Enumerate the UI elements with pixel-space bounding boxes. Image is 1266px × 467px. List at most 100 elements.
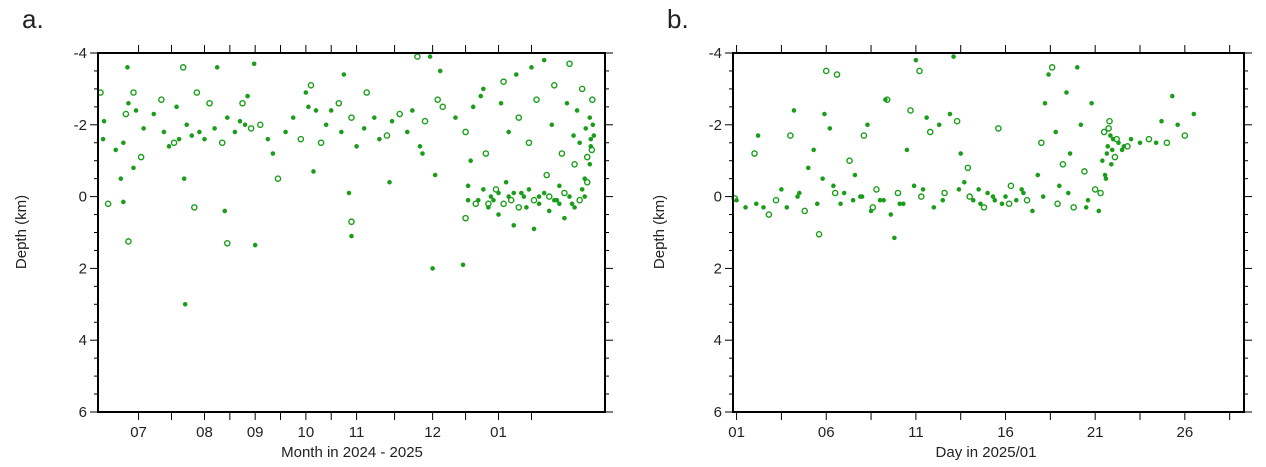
data-point [787, 132, 794, 139]
data-point [576, 196, 583, 204]
data-point [513, 72, 519, 77]
data-point [491, 197, 496, 203]
data-point [743, 205, 748, 210]
y-tick-label: 2 [79, 260, 87, 277]
y-tick-label: 0 [79, 189, 87, 206]
data-point [571, 160, 578, 168]
data-point [734, 197, 739, 203]
data-point [779, 187, 784, 192]
data-point [561, 189, 568, 197]
panel-a-frame [97, 52, 606, 413]
data-point [589, 96, 596, 103]
data-point [349, 233, 354, 239]
data-point [101, 118, 107, 124]
data-point [251, 61, 257, 67]
data-point [1030, 208, 1035, 214]
x-tick-label: 07 [130, 424, 147, 441]
data-point [439, 103, 447, 111]
data-point [1100, 128, 1108, 136]
data-point [892, 235, 897, 241]
data-point [815, 230, 823, 238]
data-point [206, 99, 213, 107]
data-point [141, 126, 146, 131]
data-point [591, 133, 597, 138]
data-point [761, 205, 766, 210]
data-point [421, 117, 429, 125]
data-point [557, 201, 562, 207]
y-tick-label: -2 [74, 117, 87, 134]
data-point [1119, 147, 1125, 153]
data-point [460, 262, 466, 268]
data-point [583, 126, 589, 131]
y-tick-label: 6 [79, 404, 87, 421]
data-point [410, 108, 415, 113]
data-point [571, 133, 576, 138]
data-point [137, 153, 145, 161]
data-point [1035, 172, 1041, 178]
data-point [437, 68, 443, 74]
data-point [765, 211, 773, 218]
data-point [328, 108, 334, 113]
x-tick-label: 10 [298, 424, 315, 441]
data-point [506, 129, 511, 135]
data-point [1096, 208, 1102, 214]
data-point [978, 201, 983, 207]
data-point [1153, 140, 1159, 146]
data-point [1108, 133, 1113, 138]
data-point [1074, 65, 1080, 70]
data-point [791, 108, 797, 113]
panel-a-ticks: -4 -2 0 2 4 6 07 08 09 10 11 12 01 [74, 45, 613, 441]
data-point [980, 204, 988, 211]
panel-a-x-axis-label: Month in 2024 - 2025 [281, 444, 423, 461]
data-point [453, 115, 458, 120]
data-point [526, 187, 532, 192]
data-point [232, 129, 238, 135]
data-point [511, 223, 517, 228]
data-point [567, 194, 572, 199]
data-point [1104, 151, 1110, 156]
data-point [1103, 176, 1109, 181]
data-point [485, 200, 492, 208]
data-point [1102, 172, 1108, 178]
data-point [470, 104, 476, 110]
data-point [530, 196, 538, 204]
data-point [931, 205, 937, 210]
data-point [1175, 122, 1180, 128]
data-point [481, 187, 486, 192]
data-point [822, 111, 827, 117]
data-point [252, 242, 258, 248]
data-point [583, 153, 591, 161]
data-point [1181, 132, 1189, 139]
data-point [430, 266, 435, 271]
data-point [498, 100, 504, 106]
data-point [515, 114, 523, 121]
data-point [920, 187, 926, 192]
data-point [1065, 190, 1071, 196]
data-point [551, 82, 558, 89]
data-point [577, 140, 582, 146]
data-point [125, 238, 132, 245]
data-point [811, 147, 816, 153]
panel-b-points [731, 54, 1197, 241]
data-point [511, 190, 517, 196]
data-point [941, 189, 948, 197]
data-point [1113, 135, 1120, 143]
data-point [1137, 140, 1143, 146]
panel-b-y-axis-label: Depth (km) [651, 195, 668, 269]
data-point [189, 133, 195, 138]
data-point [179, 64, 187, 71]
y-tick-label: 0 [714, 189, 722, 206]
data-point [1067, 151, 1073, 156]
data-point [545, 193, 553, 200]
data-point [947, 111, 953, 117]
data-point [500, 200, 507, 208]
data-point [245, 93, 250, 99]
data-point [1106, 117, 1113, 125]
data-point [306, 104, 311, 110]
data-point [1121, 144, 1127, 149]
data-point [1191, 111, 1197, 117]
data-point [158, 96, 165, 103]
data-point [126, 100, 131, 106]
data-point [524, 205, 529, 210]
